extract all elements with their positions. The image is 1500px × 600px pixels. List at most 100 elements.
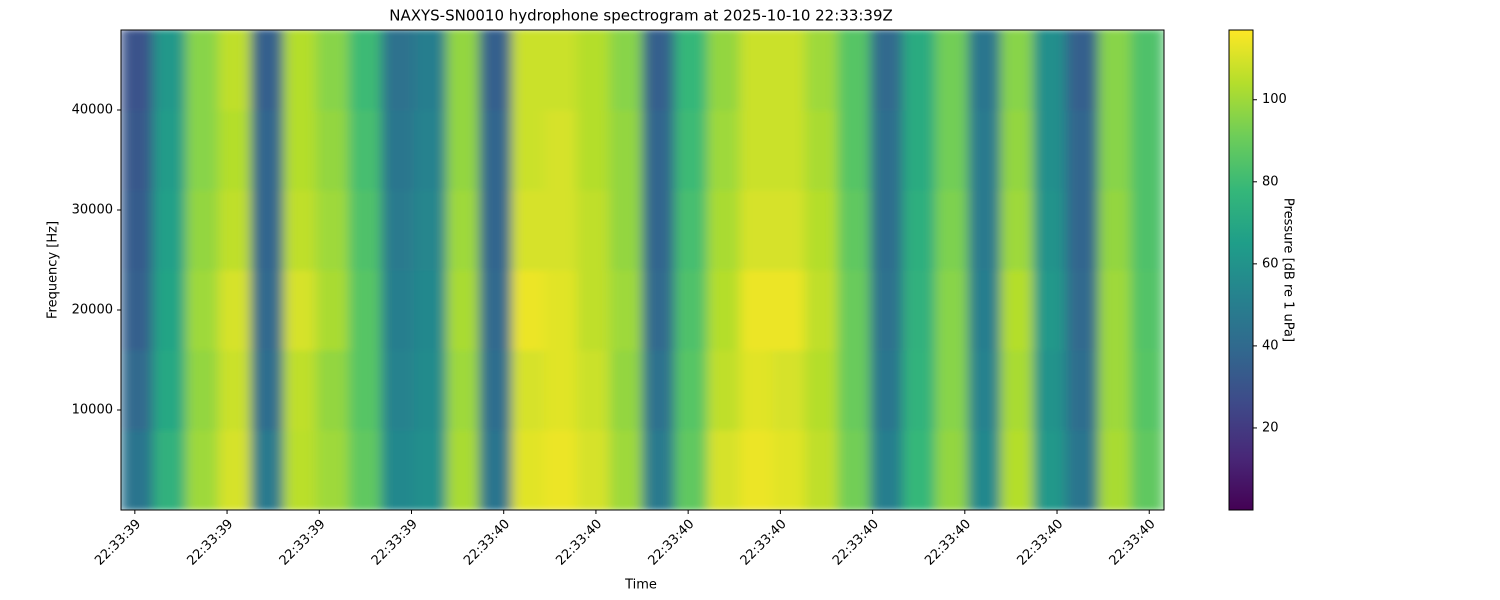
heatmap-cell [935,349,969,431]
heatmap [121,30,1164,510]
x-tick-label: 22:33:40 [1107,517,1159,569]
heatmap-cell [544,109,578,191]
heatmap-cell [1000,30,1035,111]
heatmap-cell [544,189,578,271]
heatmap-cell [935,269,969,351]
heatmap-cell [707,109,741,191]
heatmap-cell [674,269,709,351]
heatmap-cell [348,30,383,111]
heatmap-cell [511,269,546,351]
heatmap-cell [1098,189,1132,271]
heatmap-cell [121,269,155,351]
heatmap-cell [511,429,546,510]
heatmap-cell [185,109,220,191]
heatmap-cell [1098,429,1132,510]
heatmap-cell [772,269,806,351]
heatmap-cell [479,30,513,111]
heatmap-cell [804,109,839,191]
heatmap-cell [1065,30,1100,111]
heatmap-cell [609,30,643,111]
heatmap-cell [479,429,513,510]
x-tick-label: 22:33:40 [830,517,882,569]
heatmap-cell [642,109,676,191]
heatmap-cell [935,429,969,510]
heatmap-cell [283,269,318,351]
heatmap-cell [804,189,839,271]
heatmap-cell [609,349,643,431]
heatmap-cell [446,30,481,111]
heatmap-cell [870,189,904,271]
heatmap-cell [218,429,252,510]
y-tick-label: 20000 [72,303,113,318]
heatmap-cell [804,30,839,111]
heatmap-cell [576,269,611,351]
heatmap-cell [935,189,969,271]
heatmap-cell [413,189,448,271]
heatmap-cell [413,429,448,510]
heatmap-cell [1033,109,1067,191]
heatmap-cell [413,349,448,431]
heatmap-cell [1130,30,1164,111]
heatmap-cell [674,109,709,191]
heatmap-cell [837,109,872,191]
heatmap-cell [1065,269,1100,351]
heatmap-cell [870,109,904,191]
heatmap-cell [804,269,839,351]
heatmap-cell [348,269,383,351]
y-tick-label: 40000 [72,103,113,118]
heatmap-cell [479,109,513,191]
heatmap-cell [250,349,285,431]
heatmap-cell [609,189,643,271]
heatmap-cell [1065,109,1100,191]
heatmap-cell [446,109,481,191]
x-tick-label: 22:33:39 [369,517,421,569]
heatmap-cell [511,189,546,271]
heatmap-cell [121,30,155,111]
heatmap-cell [707,349,741,431]
heatmap-cell [772,30,806,111]
heatmap-cell [935,109,969,191]
heatmap-cell [316,109,350,191]
colorbar-label: Pressure [dB re 1 uPa] [1281,198,1296,342]
heatmap-cell [511,30,546,111]
heatmap-cell [1098,349,1132,431]
heatmap-cell [446,189,481,271]
heatmap-cell [837,429,872,510]
heatmap-cell [381,429,415,510]
heatmap-cell [1000,189,1035,271]
heatmap-cell [609,109,643,191]
heatmap-cell [218,189,252,271]
x-axis-label: Time [624,578,657,593]
heatmap-cell [218,349,252,431]
heatmap-cell [739,269,774,351]
heatmap-cell [121,189,155,271]
heatmap-cell [544,269,578,351]
x-tick-label: 22:33:40 [738,517,790,569]
heatmap-cell [1098,30,1132,111]
heatmap-cell [1130,349,1164,431]
heatmap-cell [283,349,318,431]
heatmap-cell [804,429,839,510]
heatmap-cell [804,349,839,431]
heatmap-cell [1000,109,1035,191]
plot-frame [120,29,1165,511]
heatmap-cell [1000,269,1035,351]
heatmap-cell [772,349,806,431]
heatmap-cell [1130,109,1164,191]
heatmap-cell [870,429,904,510]
heatmap-cell [250,30,285,111]
heatmap-cell [1033,269,1067,351]
heatmap-cell [1098,269,1132,351]
heatmap-cell [967,349,1002,431]
heatmap-cell [1130,189,1164,271]
heatmap-cell [283,189,318,271]
heatmap-cell [153,269,187,351]
heatmap-cell [185,189,220,271]
heatmap-cell [544,30,578,111]
heatmap-cell [1033,349,1067,431]
heatmap-cell [316,269,350,351]
heatmap-cell [283,30,318,111]
heatmap-cell [511,349,546,431]
heatmap-cell [642,269,676,351]
heatmap-cell [1033,189,1067,271]
